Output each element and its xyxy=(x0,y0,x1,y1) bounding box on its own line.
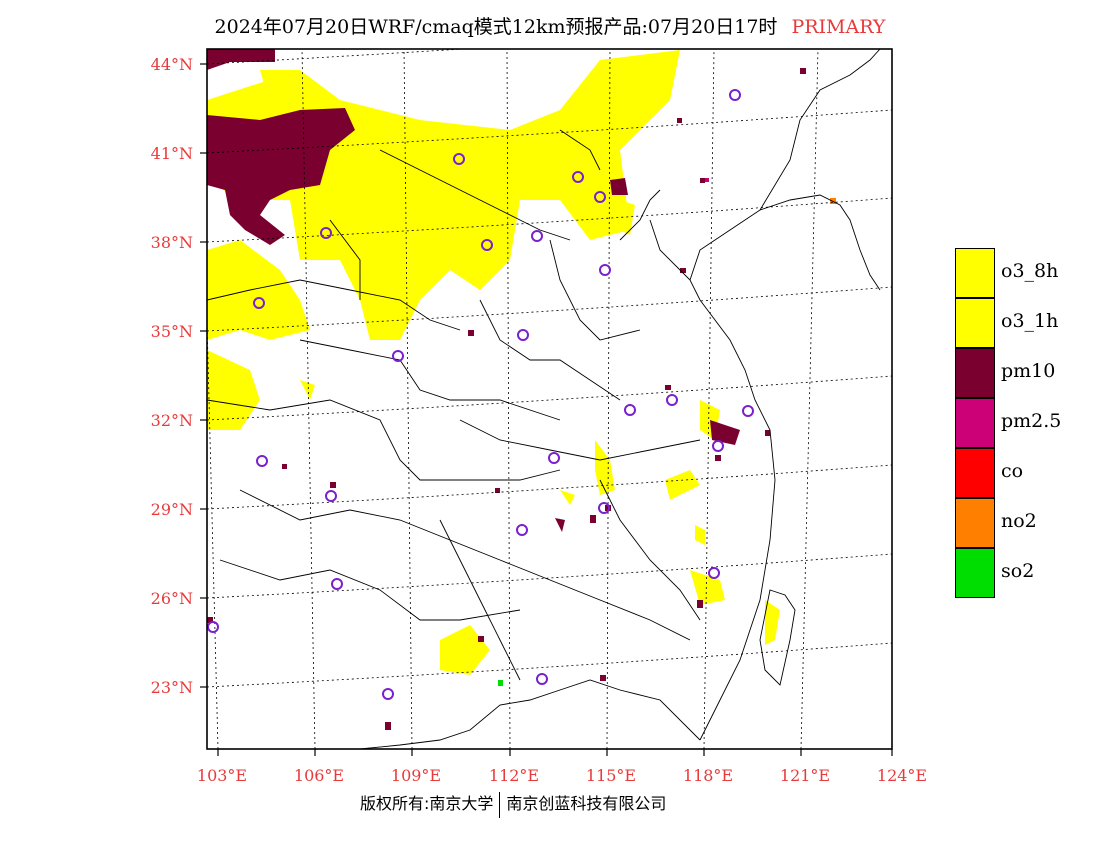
copyright-owner: 版权所有:南京大学 xyxy=(360,794,494,813)
legend-label: pm2.5 xyxy=(1001,410,1062,432)
lon-label-121: 121°E xyxy=(780,766,830,785)
title-tag: PRIMARY xyxy=(791,16,886,38)
legend-label: so2 xyxy=(1001,560,1035,582)
boundaries xyxy=(207,49,881,749)
footer-divider xyxy=(499,791,501,818)
lat-label-38: 38°N xyxy=(151,233,193,252)
legend-label: o3_1h xyxy=(1001,310,1059,332)
legend-swatch xyxy=(955,498,995,548)
legend-label: pm10 xyxy=(1001,360,1056,382)
lon-label-115: 115°E xyxy=(586,766,636,785)
lat-label-23: 23°N xyxy=(151,678,193,697)
lat-label-44: 44°N xyxy=(151,55,193,74)
lon-label-124: 124°E xyxy=(877,766,927,785)
lat-label-32: 32°N xyxy=(151,411,193,430)
axis-ticks xyxy=(200,63,893,756)
copyright-footer: 版权所有:南京大学 南京创蓝科技有限公司 xyxy=(360,790,666,818)
lat-label-41: 41°N xyxy=(151,144,193,163)
legend-label: co xyxy=(1001,460,1024,482)
legend-label: no2 xyxy=(1001,510,1037,532)
lat-label-26: 26°N xyxy=(151,589,193,608)
legend-swatch xyxy=(955,348,995,398)
lat-label-35: 35°N xyxy=(151,322,193,341)
lon-label-109: 109°E xyxy=(391,766,441,785)
lon-label-103: 103°E xyxy=(197,766,247,785)
lat-label-29: 29°N xyxy=(151,500,193,519)
map-title: 2024年07月20日WRF/cmaq模式12km预报产品:07月20日17时 P… xyxy=(0,12,1100,39)
legend-swatch xyxy=(955,448,995,498)
map-border xyxy=(206,48,893,750)
copyright-company: 南京创蓝科技有限公司 xyxy=(506,794,667,813)
legend-swatch xyxy=(955,248,995,298)
legend-swatch xyxy=(955,548,995,598)
city-markers xyxy=(207,89,754,700)
legend-label: o3_8h xyxy=(1001,260,1059,282)
lon-label-106: 106°E xyxy=(294,766,344,785)
legend-swatch xyxy=(955,398,995,448)
latitude-labels: 44°N 41°N 38°N 35°N 32°N 29°N 26°N 23°N xyxy=(151,55,193,697)
pm10-coverage xyxy=(207,49,806,730)
longitude-labels: 103°E 106°E 109°E 112°E 115°E 118°E 121°… xyxy=(197,766,927,785)
legend-swatch xyxy=(955,298,995,348)
lon-label-118: 118°E xyxy=(683,766,733,785)
title-text: 2024年07月20日WRF/cmaq模式12km预报产品:07月20日17时 xyxy=(214,16,778,38)
lon-label-112: 112°E xyxy=(489,766,539,785)
